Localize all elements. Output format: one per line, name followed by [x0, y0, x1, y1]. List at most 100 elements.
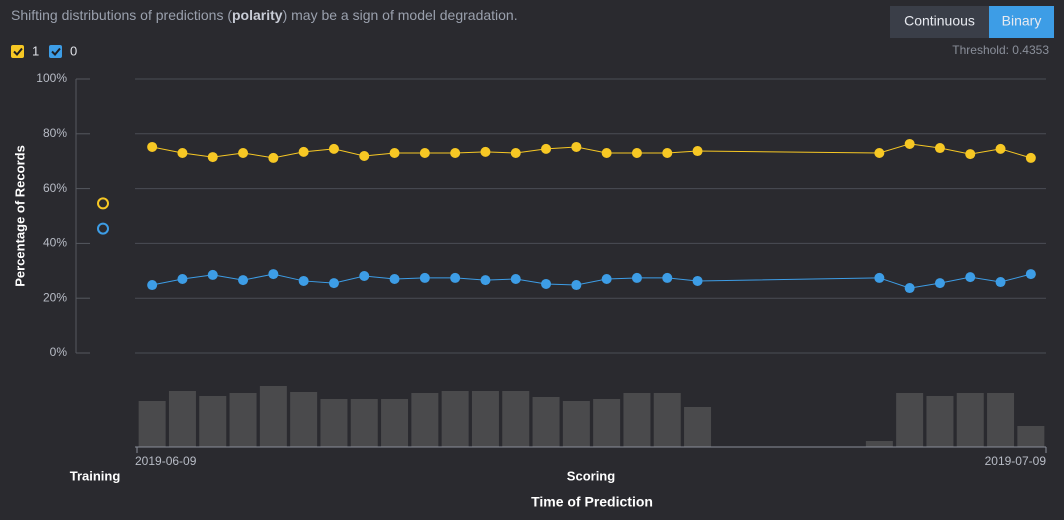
count-bar [593, 399, 621, 447]
y-tick-label: 60% [43, 181, 67, 195]
series-point [904, 283, 915, 294]
series-point [601, 274, 612, 285]
series-point [1025, 152, 1036, 163]
series-point [965, 149, 976, 160]
series-point [419, 272, 430, 283]
legend-label: 1 [32, 43, 39, 58]
training-label: Training [70, 468, 121, 483]
scoring-label: Scoring [567, 468, 615, 483]
y-tick-label: 0% [50, 345, 68, 359]
series-point [298, 275, 309, 286]
note-text: ) may be a sign of model degradation. [283, 7, 518, 23]
note-text: Shifting distributions of predictions ( [11, 7, 232, 23]
y-tick-label: 40% [43, 236, 67, 250]
y-tick-label: 100% [36, 71, 67, 85]
legend-checkbox[interactable] [49, 45, 62, 58]
note-strong: polarity [232, 7, 283, 23]
series-point [541, 143, 552, 154]
series-point [571, 280, 582, 291]
series-point [662, 147, 673, 158]
series-point [207, 152, 218, 163]
series-point [1025, 269, 1036, 280]
toggle-button[interactable] [890, 6, 989, 38]
count-bar [350, 399, 378, 447]
series-point [692, 146, 703, 157]
count-bar [956, 393, 984, 447]
count-bar [896, 393, 924, 447]
y-tick-label: 80% [43, 126, 67, 140]
series-point [359, 150, 370, 161]
count-bar [653, 393, 681, 447]
series-point [934, 278, 945, 289]
legend-checkbox[interactable] [11, 45, 24, 58]
series-point [480, 146, 491, 157]
y-axis-label: Percentage of Records [12, 145, 27, 287]
toggle-label[interactable]: Binary [1002, 13, 1042, 29]
series-point [571, 141, 582, 152]
count-bar [926, 396, 954, 447]
count-bar [865, 441, 893, 447]
series-point [268, 152, 279, 163]
series-point [298, 146, 309, 157]
series-point [934, 143, 945, 154]
training-point [97, 222, 109, 235]
legend-check [13, 47, 23, 56]
note: Shifting distributions of predictions (p… [11, 7, 518, 23]
count-bar [502, 391, 530, 447]
series-point [631, 272, 642, 283]
series-point [207, 269, 218, 280]
threshold: Threshold: 0.4353 [952, 43, 1049, 57]
series-point [177, 274, 188, 285]
series-point [389, 274, 400, 285]
count-bar [290, 392, 318, 447]
legend-check [51, 47, 61, 56]
count-bar [168, 391, 196, 447]
series-point [328, 278, 339, 289]
count-bar [320, 399, 348, 447]
count-bar [259, 386, 287, 447]
count-bar [138, 401, 166, 447]
series-point [328, 143, 339, 154]
series-point [995, 277, 1006, 288]
count-bar [199, 396, 227, 447]
series-point [147, 141, 158, 152]
series-point [510, 147, 521, 158]
series-point [631, 147, 642, 158]
count-bar [471, 391, 499, 447]
training-point [97, 197, 109, 210]
count-bar [229, 393, 257, 447]
count-bar [532, 397, 560, 447]
count-bar [562, 401, 590, 447]
series-point [904, 138, 915, 149]
series-point [662, 272, 673, 283]
series-point [419, 147, 430, 158]
series-point [177, 147, 188, 158]
count-bar [684, 407, 712, 447]
legend-label: 0 [70, 43, 77, 58]
series-line [152, 143, 1031, 159]
series-point [268, 269, 279, 280]
series-point [238, 275, 249, 286]
series-point [995, 143, 1006, 154]
series-point [450, 272, 461, 283]
series-point [389, 147, 400, 158]
toggle-button[interactable] [989, 6, 1054, 38]
series-point [510, 274, 521, 285]
x-axis-label: Time of Prediction [531, 494, 653, 510]
x-tick-label: 2019-06-09 [135, 454, 197, 468]
series-point [874, 147, 885, 158]
count-bar [987, 393, 1015, 447]
series-line [152, 273, 1031, 289]
series-point [450, 147, 461, 158]
series-point [601, 147, 612, 158]
y-tick-label: 20% [43, 290, 67, 304]
series-point [238, 147, 249, 158]
series-point [359, 271, 370, 282]
series-point [147, 280, 158, 291]
count-bar [1017, 426, 1045, 447]
toggle-label[interactable]: Continuous [904, 13, 975, 29]
count-bar [411, 393, 439, 447]
x-tick-label: 2019-07-09 [985, 454, 1047, 468]
series-point [480, 275, 491, 286]
